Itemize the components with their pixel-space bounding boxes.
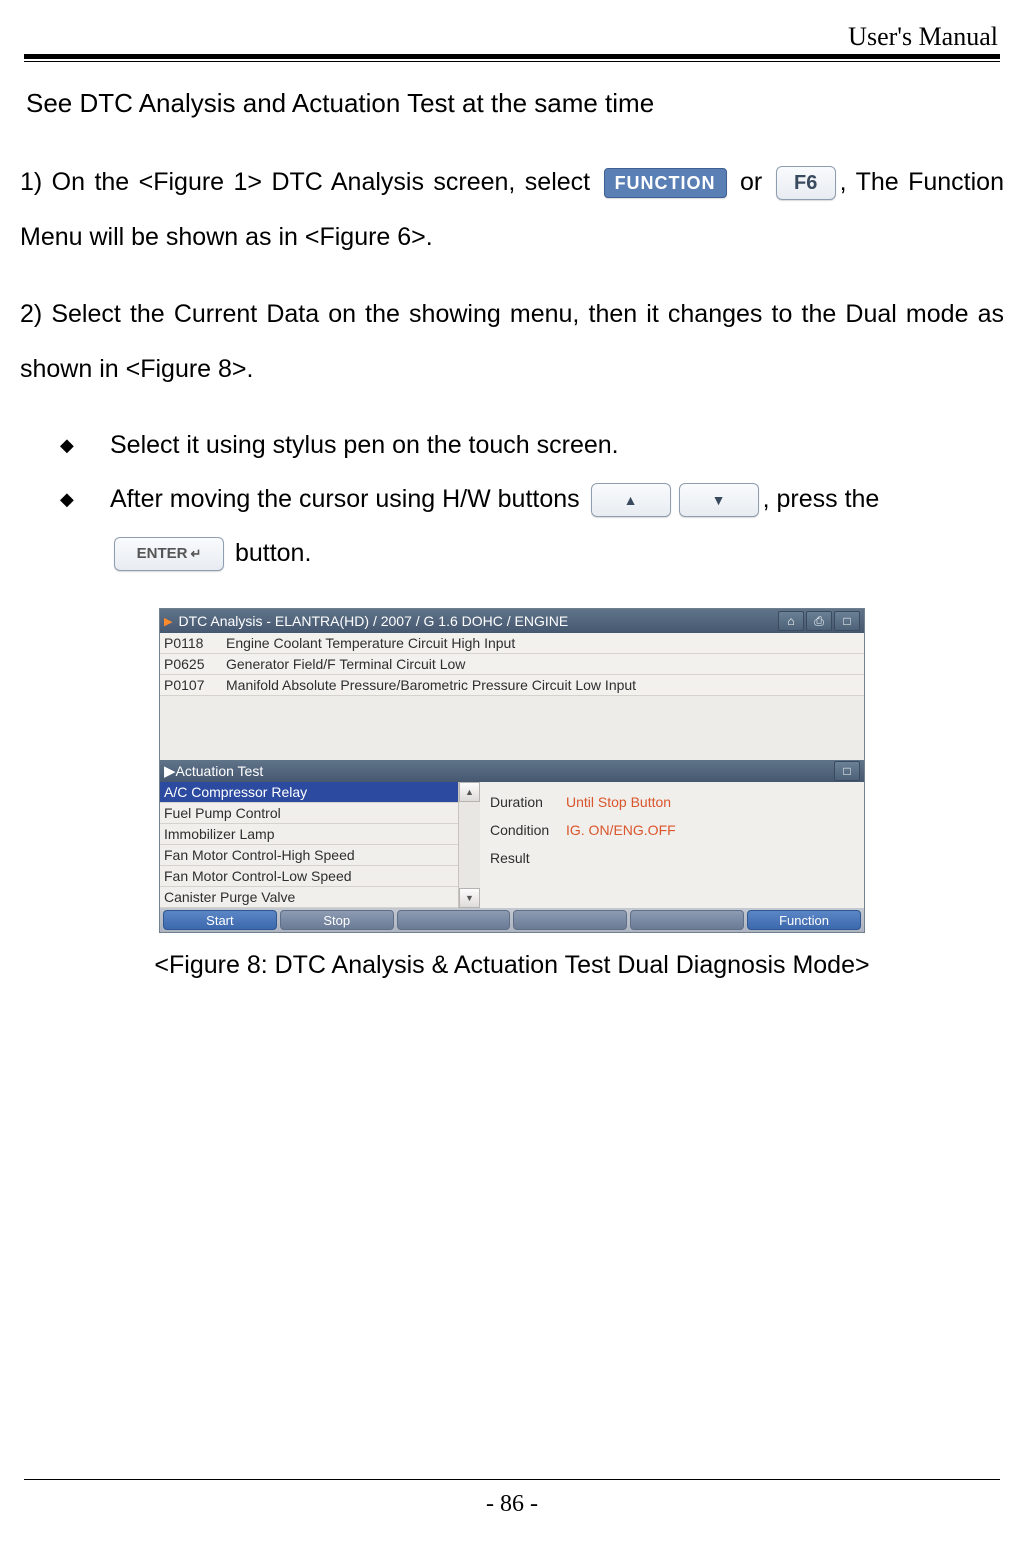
bullet-marker-icon: ◆ (60, 473, 110, 581)
enter-label: ENTER (137, 538, 188, 570)
actuation-title-text: Actuation Test (176, 763, 832, 779)
duration-value: Until Stop Button (566, 794, 671, 810)
duration-label: Duration (490, 794, 566, 810)
actuation-body: A/C Compressor Relay Fuel Pump Control I… (160, 782, 864, 908)
dtc-desc: Generator Field/F Terminal Circuit Low (226, 656, 864, 672)
page-content: See DTC Analysis and Actuation Test at t… (20, 88, 1004, 980)
dtc-code: P0625 (160, 656, 226, 672)
bullet-1: ◆ Select it using stylus pen on the touc… (60, 419, 1004, 473)
actuation-info-panel: Duration Until Stop Button Condition IG.… (480, 782, 864, 908)
dtc-row[interactable]: P0118 Engine Coolant Temperature Circuit… (160, 633, 864, 654)
footer-empty-button[interactable] (397, 910, 511, 930)
dtc-title-text: DTC Analysis - ELANTRA(HD) / 2007 / G 1.… (178, 613, 772, 629)
info-row-duration: Duration Until Stop Button (490, 788, 854, 816)
enter-arrow-icon: ↵ (190, 540, 201, 568)
title-marker-icon: ▶ (164, 762, 176, 780)
dtc-empty-area (160, 696, 864, 760)
scroll-down-icon[interactable]: ▼ (459, 888, 480, 908)
actuation-list: A/C Compressor Relay Fuel Pump Control I… (160, 782, 480, 908)
titlebar-icons: ⌂ ⎙ □ (776, 611, 860, 631)
actuation-item[interactable]: Canister Purge Valve (160, 887, 480, 908)
actuation-item[interactable]: Fan Motor Control-Low Speed (160, 866, 480, 887)
titlebar-icons: □ (832, 761, 860, 781)
maximize-icon[interactable]: □ (834, 611, 860, 631)
step-1-or: or (740, 168, 772, 196)
header-doc-title: User's Manual (848, 22, 998, 52)
info-row-condition: Condition IG. ON/ENG.OFF (490, 816, 854, 844)
header-rule (24, 54, 1000, 59)
step-2: 2) Select the Current Data on the showin… (20, 287, 1004, 397)
dtc-desc: Engine Coolant Temperature Circuit High … (226, 635, 864, 651)
bullet-2-a: After moving the cursor using H/W button… (110, 485, 587, 513)
footer-empty-button[interactable] (630, 910, 744, 930)
actuation-item[interactable]: Fan Motor Control-High Speed (160, 845, 480, 866)
function-button[interactable]: FUNCTION (604, 168, 727, 198)
home-icon[interactable]: ⌂ (778, 611, 804, 631)
bullet-list: ◆ Select it using stylus pen on the touc… (60, 419, 1004, 580)
bullet-2: ◆ After moving the cursor using H/W butt… (60, 473, 1004, 581)
section-title: See DTC Analysis and Actuation Test at t… (26, 88, 1004, 119)
dtc-row[interactable]: P0107 Manifold Absolute Pressure/Baromet… (160, 675, 864, 696)
condition-label: Condition (490, 822, 566, 838)
footer-rule (24, 1479, 1000, 1480)
bullet-2-c: button. (235, 539, 311, 567)
function-footer-button[interactable]: Function (747, 910, 861, 930)
print-icon[interactable]: ⎙ (806, 611, 832, 631)
screenshot-figure-8: ▶ DTC Analysis - ELANTRA(HD) / 2007 / G … (159, 608, 865, 933)
actuation-item[interactable]: Immobilizer Lamp (160, 824, 480, 845)
bullet-2-text: After moving the cursor using H/W button… (110, 473, 1004, 581)
condition-value: IG. ON/ENG.OFF (566, 822, 676, 838)
arrow-up-icon (624, 485, 638, 515)
result-label: Result (490, 850, 566, 866)
arrow-down-icon (712, 485, 726, 515)
dtc-code: P0107 (160, 677, 226, 693)
start-button[interactable]: Start (163, 910, 277, 930)
screenshot-footer: Start Stop Function (160, 908, 864, 932)
bullet-marker-icon: ◆ (60, 419, 110, 473)
actuation-titlebar: ▶ Actuation Test □ (160, 760, 864, 782)
page-number: - 86 - (0, 1491, 1024, 1518)
arrow-up-button[interactable] (591, 483, 671, 517)
info-row-result: Result (490, 844, 854, 872)
dtc-list: P0118 Engine Coolant Temperature Circuit… (160, 633, 864, 760)
bullet-1-text: Select it using stylus pen on the touch … (110, 419, 1004, 473)
maximize-icon[interactable]: □ (834, 761, 860, 781)
dtc-desc: Manifold Absolute Pressure/Barometric Pr… (226, 677, 864, 693)
actuation-item[interactable]: Fuel Pump Control (160, 803, 480, 824)
step-1-text-a: 1) On the <Figure 1> DTC Analysis screen… (20, 168, 600, 196)
dtc-code: P0118 (160, 635, 226, 651)
arrow-down-button[interactable] (679, 483, 759, 517)
scrollbar[interactable]: ▲ ▼ (458, 782, 480, 908)
step-1: 1) On the <Figure 1> DTC Analysis screen… (20, 155, 1004, 265)
scroll-up-icon[interactable]: ▲ (459, 782, 480, 802)
figure-caption: <Figure 8: DTC Analysis & Actuation Test… (20, 951, 1004, 980)
scroll-track[interactable] (459, 802, 480, 888)
actuation-item[interactable]: A/C Compressor Relay (160, 782, 480, 803)
stop-button[interactable]: Stop (280, 910, 394, 930)
enter-button[interactable]: ENTER↵ (114, 537, 224, 571)
dtc-row[interactable]: P0625 Generator Field/F Terminal Circuit… (160, 654, 864, 675)
bullet-2-b: , press the (763, 485, 880, 513)
footer-empty-button[interactable] (513, 910, 627, 930)
dtc-titlebar: ▶ DTC Analysis - ELANTRA(HD) / 2007 / G … (160, 609, 864, 633)
f6-button[interactable]: F6 (776, 166, 836, 200)
title-marker-icon: ▶ (164, 615, 172, 628)
